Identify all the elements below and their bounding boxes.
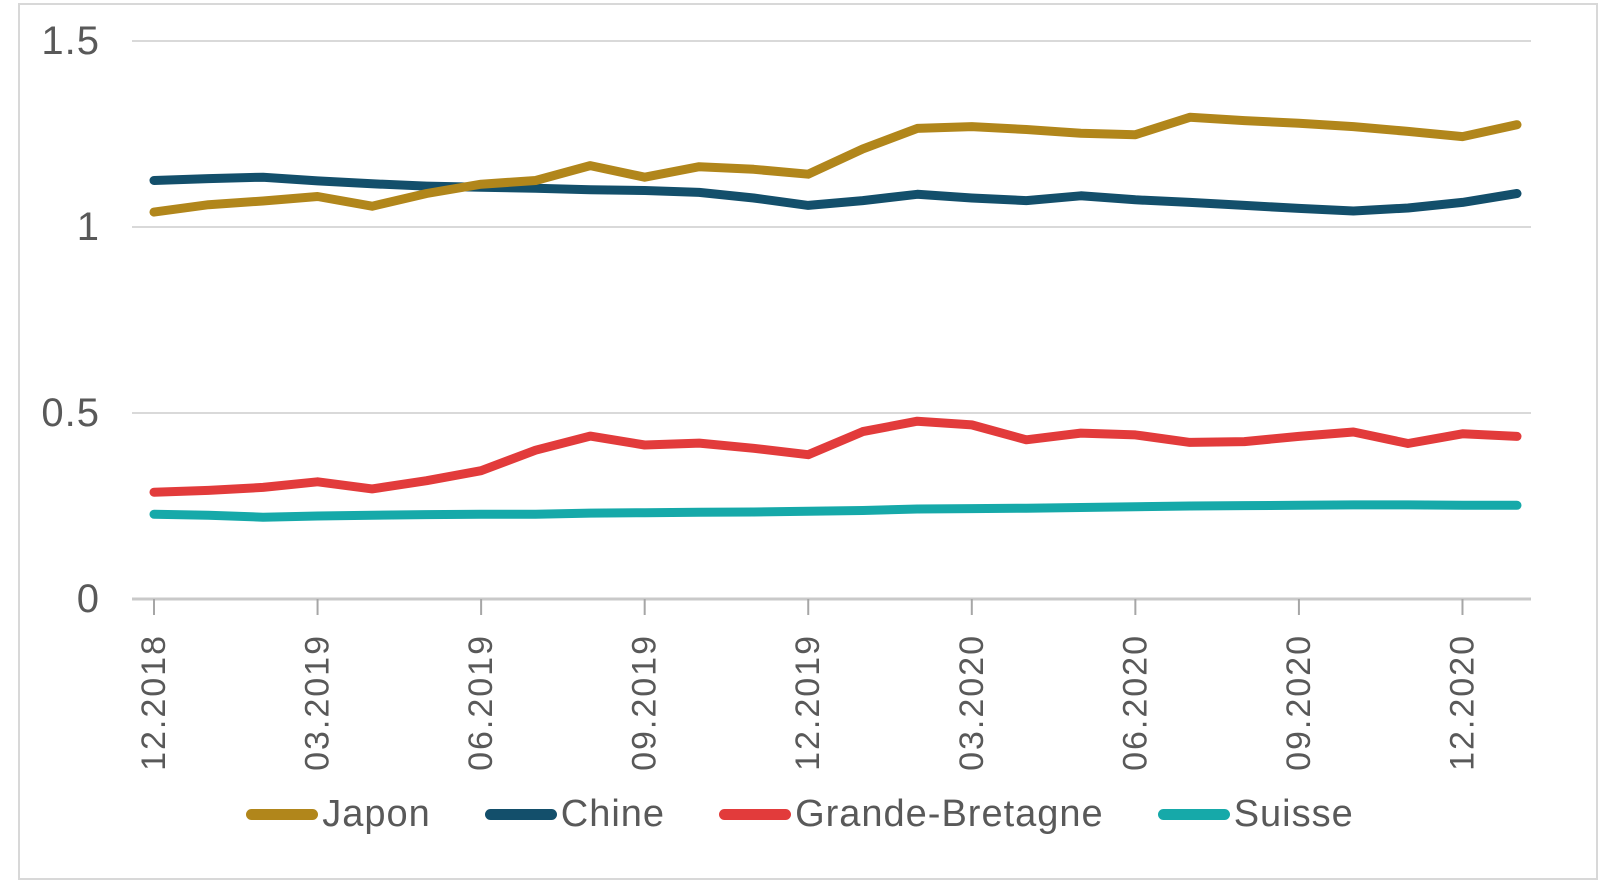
- series-line-chine: [149, 172, 1522, 216]
- legend-item-grande-bretagne[interactable]: Grande-Bretagne: [719, 793, 1104, 836]
- legend-item-suisse[interactable]: Suisse: [1157, 792, 1354, 836]
- legend-item-japon[interactable]: Japon: [246, 793, 431, 836]
- x-axis-tick-label: 03.2020: [953, 634, 991, 771]
- x-axis-tick-label: 12.2019: [789, 634, 827, 771]
- x-axis-tick-label: 12.2020: [1443, 634, 1481, 771]
- y-axis-tick-label: 0: [77, 577, 100, 621]
- chart-legend: Japon Chine Grande-Bretagne Suisse: [0, 782, 1600, 846]
- legend-item-chine[interactable]: Chine: [484, 792, 666, 836]
- legend-label: Grande-Bretagne: [795, 792, 1104, 835]
- x-axis-tick-label: 06.2019: [462, 634, 500, 771]
- x-axis-tick-label: 06.2020: [1116, 634, 1154, 771]
- series-line-grande-bretagne: [149, 416, 1522, 497]
- chart-panel: [18, 3, 1598, 880]
- legend-label: Chine: [560, 792, 666, 835]
- y-axis-tick-label: 0.5: [41, 391, 100, 435]
- legend-swatch-icon: [719, 808, 792, 820]
- x-axis-tick-label: 09.2019: [626, 634, 664, 771]
- y-axis-tick-label: 1.5: [41, 19, 100, 63]
- legend-swatch-icon: [1157, 808, 1230, 820]
- legend-label: Japon: [322, 792, 431, 835]
- legend-label: Suisse: [1233, 792, 1354, 835]
- x-axis-tick-label: 12.2018: [135, 634, 173, 771]
- y-axis-tick-label: 1: [77, 205, 100, 249]
- series-line-japon: [149, 112, 1522, 217]
- x-axis-tick-label: 09.2020: [1280, 634, 1318, 771]
- series-line-suisse: [149, 500, 1522, 522]
- x-axis-tick-label: 03.2019: [299, 634, 337, 771]
- legend-swatch-icon: [246, 808, 319, 820]
- legend-swatch-icon: [484, 808, 557, 820]
